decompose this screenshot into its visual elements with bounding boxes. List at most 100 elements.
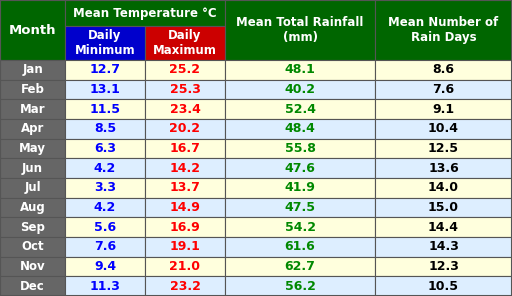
Bar bbox=[145, 139, 225, 158]
Bar bbox=[225, 99, 375, 119]
Bar bbox=[0, 276, 65, 296]
Bar bbox=[145, 158, 225, 178]
Text: 25.3: 25.3 bbox=[169, 83, 200, 96]
Bar bbox=[65, 198, 145, 217]
Bar bbox=[375, 99, 512, 119]
Text: Daily
Maximum: Daily Maximum bbox=[153, 28, 217, 57]
Bar bbox=[375, 178, 512, 198]
Text: 10.4: 10.4 bbox=[428, 122, 459, 135]
Bar bbox=[375, 257, 512, 276]
Bar bbox=[145, 217, 225, 237]
Text: 12.5: 12.5 bbox=[428, 142, 459, 155]
Bar bbox=[65, 139, 145, 158]
Bar bbox=[375, 0, 512, 60]
Bar bbox=[375, 60, 512, 80]
Text: Dec: Dec bbox=[20, 280, 45, 293]
Text: Mar: Mar bbox=[19, 103, 46, 116]
Text: 20.2: 20.2 bbox=[169, 122, 201, 135]
Bar bbox=[145, 178, 225, 198]
Text: 52.4: 52.4 bbox=[285, 103, 315, 116]
Bar bbox=[225, 237, 375, 257]
Bar bbox=[145, 80, 225, 99]
Text: 48.4: 48.4 bbox=[285, 122, 315, 135]
Text: 14.3: 14.3 bbox=[428, 240, 459, 253]
Text: 62.7: 62.7 bbox=[285, 260, 315, 273]
Bar bbox=[225, 0, 375, 60]
Bar bbox=[65, 158, 145, 178]
Bar bbox=[225, 276, 375, 296]
Bar bbox=[145, 60, 225, 80]
Text: 12.7: 12.7 bbox=[90, 63, 120, 76]
Bar bbox=[0, 178, 65, 198]
Bar bbox=[145, 119, 225, 139]
Text: 23.4: 23.4 bbox=[169, 103, 200, 116]
Text: 10.5: 10.5 bbox=[428, 280, 459, 293]
Text: 19.1: 19.1 bbox=[169, 240, 200, 253]
Text: 16.9: 16.9 bbox=[169, 221, 200, 234]
Text: Aug: Aug bbox=[19, 201, 46, 214]
Text: Jan: Jan bbox=[22, 63, 43, 76]
Text: 5.6: 5.6 bbox=[94, 221, 116, 234]
Text: 7.6: 7.6 bbox=[433, 83, 455, 96]
Bar bbox=[225, 139, 375, 158]
Text: 25.2: 25.2 bbox=[169, 63, 201, 76]
Text: 8.5: 8.5 bbox=[94, 122, 116, 135]
Bar bbox=[65, 257, 145, 276]
Bar bbox=[145, 26, 225, 60]
Text: 9.1: 9.1 bbox=[433, 103, 455, 116]
Bar bbox=[0, 158, 65, 178]
Text: 23.2: 23.2 bbox=[169, 280, 200, 293]
Text: Nov: Nov bbox=[19, 260, 46, 273]
Text: Mean Number of
Rain Days: Mean Number of Rain Days bbox=[389, 15, 499, 44]
Text: 3.3: 3.3 bbox=[94, 181, 116, 194]
Text: 11.3: 11.3 bbox=[90, 280, 120, 293]
Text: 6.3: 6.3 bbox=[94, 142, 116, 155]
Bar bbox=[65, 178, 145, 198]
Text: 55.8: 55.8 bbox=[285, 142, 315, 155]
Bar bbox=[65, 99, 145, 119]
Bar bbox=[375, 139, 512, 158]
Text: 15.0: 15.0 bbox=[428, 201, 459, 214]
Text: 47.6: 47.6 bbox=[285, 162, 315, 175]
Bar bbox=[375, 237, 512, 257]
Bar bbox=[65, 0, 225, 26]
Text: 13.1: 13.1 bbox=[90, 83, 120, 96]
Bar bbox=[145, 198, 225, 217]
Bar bbox=[65, 80, 145, 99]
Text: 48.1: 48.1 bbox=[285, 63, 315, 76]
Text: 7.6: 7.6 bbox=[94, 240, 116, 253]
Text: Jun: Jun bbox=[22, 162, 43, 175]
Text: Jul: Jul bbox=[24, 181, 41, 194]
Text: 13.7: 13.7 bbox=[169, 181, 200, 194]
Text: 54.2: 54.2 bbox=[285, 221, 315, 234]
Bar bbox=[0, 139, 65, 158]
Text: 47.5: 47.5 bbox=[285, 201, 315, 214]
Bar bbox=[375, 217, 512, 237]
Bar bbox=[225, 119, 375, 139]
Text: 4.2: 4.2 bbox=[94, 162, 116, 175]
Text: 16.7: 16.7 bbox=[169, 142, 200, 155]
Bar bbox=[65, 217, 145, 237]
Bar bbox=[0, 237, 65, 257]
Bar bbox=[0, 257, 65, 276]
Text: 11.5: 11.5 bbox=[90, 103, 120, 116]
Bar bbox=[0, 198, 65, 217]
Bar bbox=[225, 60, 375, 80]
Bar bbox=[225, 158, 375, 178]
Text: 8.6: 8.6 bbox=[433, 63, 455, 76]
Bar bbox=[145, 257, 225, 276]
Text: 56.2: 56.2 bbox=[285, 280, 315, 293]
Text: Daily
Minimum: Daily Minimum bbox=[75, 28, 135, 57]
Bar bbox=[0, 0, 65, 60]
Bar bbox=[375, 158, 512, 178]
Text: 14.0: 14.0 bbox=[428, 181, 459, 194]
Bar bbox=[225, 217, 375, 237]
Bar bbox=[65, 26, 145, 60]
Bar bbox=[375, 119, 512, 139]
Text: 21.0: 21.0 bbox=[169, 260, 201, 273]
Bar bbox=[0, 60, 65, 80]
Text: Apr: Apr bbox=[21, 122, 44, 135]
Text: Mean Temperature °C: Mean Temperature °C bbox=[73, 7, 217, 20]
Text: 12.3: 12.3 bbox=[428, 260, 459, 273]
Bar bbox=[225, 80, 375, 99]
